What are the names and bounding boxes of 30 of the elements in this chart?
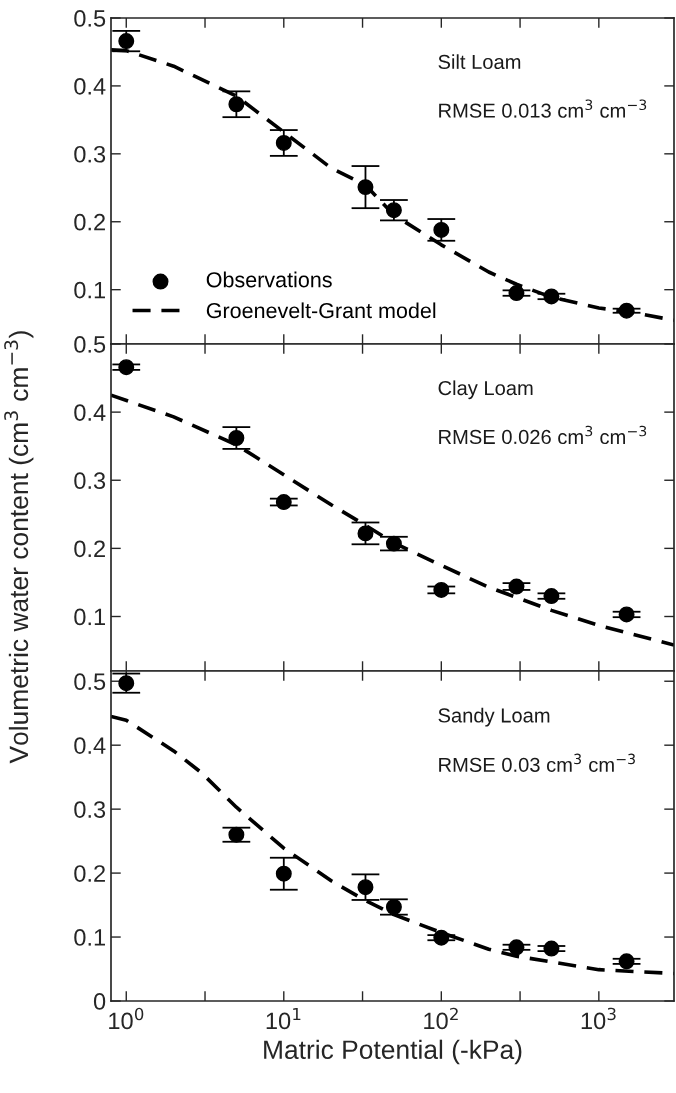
legend-label: Groenevelt-Grant model — [206, 302, 436, 319]
y-axis-title: Volumetric water content (cm$^{3}$ cm$^{−3}$) — [4, 331, 34, 764]
y-tick-label: 0.2 — [74, 865, 105, 882]
y-tick-label: 0.1 — [74, 608, 105, 626]
y-tick-label: 0.5 — [74, 10, 106, 27]
annotation: Silt Loam — [438, 54, 521, 70]
y-tick-label: 0.3 — [74, 801, 106, 818]
annotation: RMSE 0.013 cm$^{3}$ cm$^{−3}$ — [439, 99, 647, 118]
y-tick-label: 0.4 — [74, 77, 106, 95]
annotation: Sandy Loam — [438, 707, 550, 727]
annotation: RMSE 0.03 cm$^{3}$ cm$^{−3}$ — [439, 753, 635, 772]
y-tick-label: 0.5 — [74, 336, 106, 353]
x-tick-label: 10$^{1}$ — [266, 1007, 301, 1030]
x-axis-title: Matric Potential (-kPa) — [264, 1039, 522, 1065]
y-tick-label: 0.3 — [74, 145, 106, 163]
x-tick-label: 10$^{0}$ — [109, 1007, 144, 1030]
y-tick-label: 0.2 — [74, 213, 105, 231]
x-tick-label: 10$^{2}$ — [424, 1007, 458, 1030]
y-tick-label: 0.3 — [74, 472, 106, 490]
y-tick-label: 0.4 — [74, 404, 106, 421]
annotation: RMSE 0.026 cm$^{3}$ cm$^{−3}$ — [439, 425, 647, 445]
y-tick-label: 0.5 — [74, 673, 106, 691]
annotation: Clay Loam — [438, 380, 533, 400]
y-tick-label: 0.4 — [74, 737, 106, 754]
legend-label: Observations — [206, 271, 332, 288]
y-tick-label: 0.1 — [74, 281, 105, 299]
y-tick-label: 0.1 — [74, 929, 105, 946]
y-tick-label: 0 — [93, 993, 106, 1010]
y-tick-label: 0.2 — [74, 540, 105, 558]
x-tick-label: 10$^{3}$ — [581, 1007, 616, 1030]
